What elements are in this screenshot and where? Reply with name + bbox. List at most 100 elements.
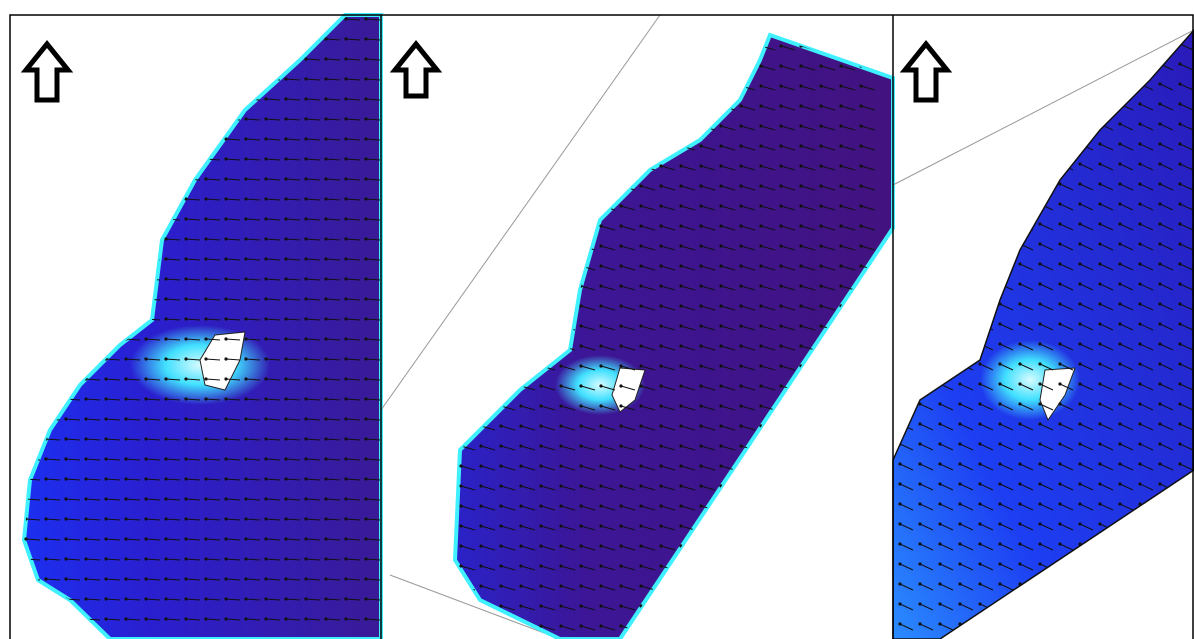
vector-head xyxy=(104,537,107,540)
vector-head xyxy=(958,502,961,505)
vector-head xyxy=(324,157,327,160)
vector-head xyxy=(64,137,67,140)
vector xyxy=(1060,584,1073,590)
vector-head xyxy=(284,517,287,520)
vector-head xyxy=(918,422,921,425)
vector-head xyxy=(124,497,127,500)
vector-head xyxy=(839,384,842,387)
vector xyxy=(1080,64,1093,70)
vector-head xyxy=(4,237,7,240)
vector-head xyxy=(599,144,602,147)
vector-head xyxy=(659,324,662,327)
vector-head xyxy=(859,284,862,287)
vector-head xyxy=(579,324,582,327)
vector-head xyxy=(324,537,327,540)
vector-head xyxy=(1158,362,1161,365)
vector xyxy=(206,79,220,80)
vector xyxy=(541,306,555,310)
vector-head xyxy=(1138,602,1141,605)
vector xyxy=(1180,624,1193,630)
vector-head xyxy=(64,477,67,480)
vector xyxy=(106,279,120,280)
vector-head xyxy=(559,184,562,187)
vector-head xyxy=(898,602,901,605)
vector-head xyxy=(144,117,147,120)
vector-head xyxy=(459,264,462,267)
vector-head xyxy=(1098,362,1101,365)
vector xyxy=(126,39,140,40)
vector xyxy=(641,146,655,150)
vector-head xyxy=(839,144,842,147)
vector xyxy=(681,566,695,570)
vector-head xyxy=(978,122,981,125)
vector-head xyxy=(599,524,602,527)
vector xyxy=(880,444,893,450)
vector-head xyxy=(599,364,602,367)
vector xyxy=(441,566,455,570)
vector xyxy=(900,44,913,50)
vector-head xyxy=(1098,602,1101,605)
vector-head xyxy=(998,402,1001,405)
vector xyxy=(1100,104,1113,110)
vector-head xyxy=(679,564,682,567)
vector-head xyxy=(104,157,107,160)
vector xyxy=(6,419,20,420)
vector-head xyxy=(938,42,941,45)
vector xyxy=(1060,604,1073,610)
vector-head xyxy=(304,37,307,40)
vector xyxy=(461,266,475,270)
vector-head xyxy=(499,464,502,467)
vector-head xyxy=(64,217,67,220)
vector-head xyxy=(699,564,702,567)
vector-head xyxy=(998,382,1001,385)
vector xyxy=(561,286,575,290)
vector xyxy=(861,606,875,610)
vector-head xyxy=(264,317,267,320)
vector xyxy=(441,546,455,550)
vector-head xyxy=(559,84,562,87)
vector xyxy=(481,286,495,290)
vector xyxy=(900,224,913,230)
vector-head xyxy=(164,417,167,420)
vector-head xyxy=(459,24,462,27)
vector xyxy=(46,159,60,160)
vector-head xyxy=(699,284,702,287)
vector-head xyxy=(978,402,981,405)
vector xyxy=(126,179,140,180)
vector-head xyxy=(759,324,762,327)
vector-head xyxy=(1118,342,1121,345)
vector-head xyxy=(144,297,147,300)
vector xyxy=(441,186,455,190)
vector-head xyxy=(958,282,961,285)
vector-head xyxy=(719,444,722,447)
vector-head xyxy=(679,44,682,47)
vector-head xyxy=(1058,502,1061,505)
vector-head xyxy=(499,224,502,227)
vector-head xyxy=(739,64,742,67)
vector xyxy=(781,546,795,550)
vector-head xyxy=(324,297,327,300)
vector-head xyxy=(998,622,1001,625)
vector-head xyxy=(799,144,802,147)
vector-head xyxy=(839,284,842,287)
vector-head xyxy=(958,542,961,545)
vector-head xyxy=(938,82,941,85)
vector xyxy=(6,219,20,220)
vector-head xyxy=(1018,322,1021,325)
vector xyxy=(701,86,715,90)
vector-head xyxy=(84,537,87,540)
vector xyxy=(86,239,100,240)
vector-head xyxy=(1138,522,1141,525)
vector-head xyxy=(659,124,662,127)
vector-head xyxy=(599,24,602,27)
vector xyxy=(521,126,535,130)
vector-head xyxy=(918,282,921,285)
vector-head xyxy=(759,404,762,407)
vector-head xyxy=(264,17,267,20)
vector xyxy=(581,166,595,170)
vector xyxy=(106,139,120,140)
vector xyxy=(186,139,200,140)
vector-head xyxy=(84,117,87,120)
vector-head xyxy=(1158,582,1161,585)
vector-head xyxy=(84,177,87,180)
